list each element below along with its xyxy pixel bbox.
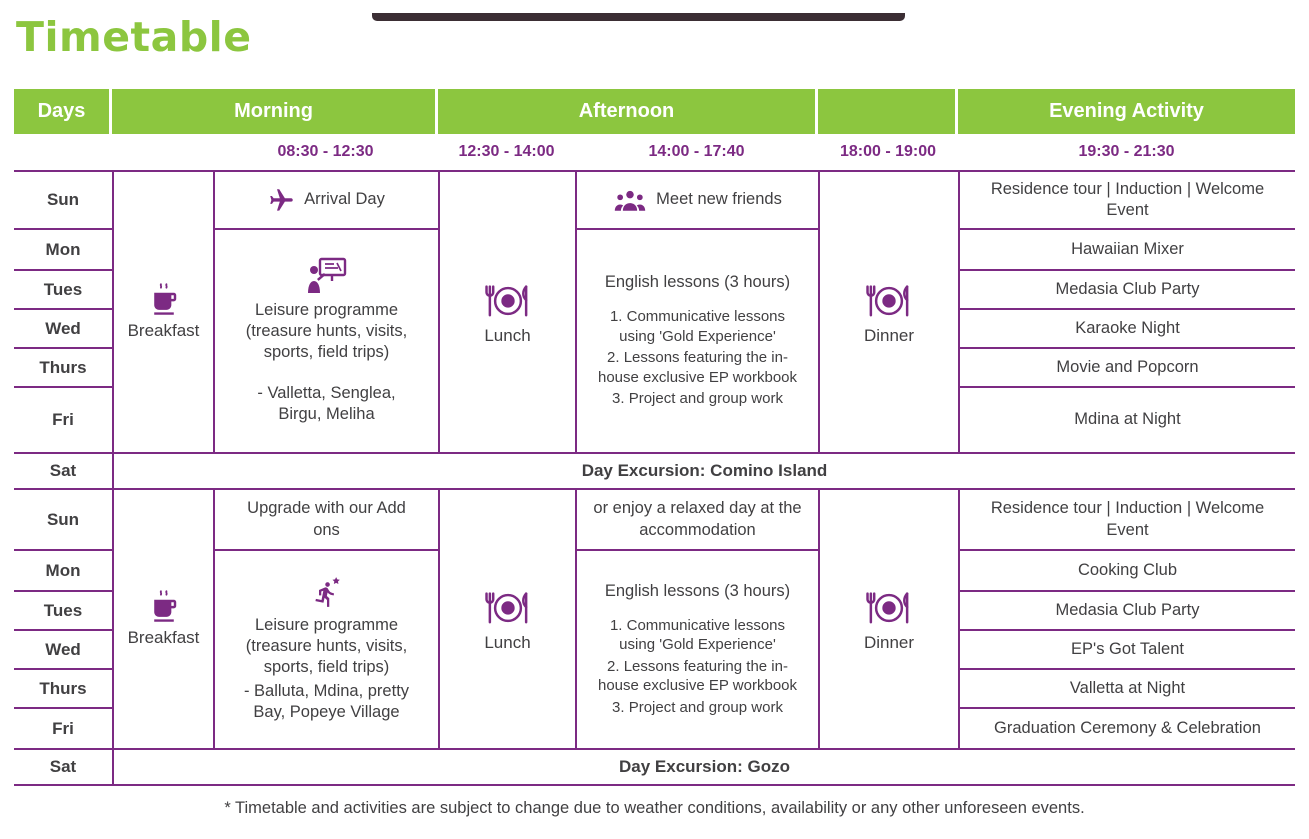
evening-activity-week1-tues: Medasia Club Party: [958, 271, 1295, 310]
lunch-label: Lunch: [484, 325, 531, 345]
day-label-week1-sun: Sun: [14, 172, 112, 230]
cropped-header-artifact: [372, 13, 905, 21]
lessons-title: English lessons (3 hours): [604, 273, 791, 292]
day-label-week1-sat: Sat: [14, 452, 112, 490]
english-lessons-cell-week1: English lessons (3 hours) 1. Communicati…: [575, 230, 818, 452]
time-lunch: 12:30 - 14:00: [438, 134, 575, 172]
timetable: Days Morning Afternoon Evening Activity …: [14, 89, 1309, 786]
dinner-label: Dinner: [863, 632, 915, 652]
leisure-programme-text: Leisure programme (treasure hunts, visit…: [245, 615, 408, 676]
evening-activity-week2-wed: EP's Got Talent: [958, 631, 1295, 670]
dinner-cell-week1: Dinner: [818, 172, 958, 452]
column-header-afternoon: Afternoon: [438, 89, 818, 134]
day-label-week1-fri: Fri: [52, 410, 74, 429]
time-spacer-breakfast: [112, 134, 213, 172]
coffee-cup-icon: [153, 283, 176, 315]
time-morning: 08:30 - 12:30: [213, 134, 438, 172]
footnote: * Timetable and activities are subject t…: [224, 799, 1085, 817]
lessons-title: English lessons (3 hours): [604, 581, 791, 600]
coffee-cup-icon: [153, 590, 176, 622]
breakfast-cell-week2: Breakfast: [112, 490, 213, 748]
morning-weekdays-cell-week1: Leisure programme (treasure hunts, visit…: [213, 230, 438, 452]
time-spacer-days: [14, 134, 112, 172]
time-evening: 19:30 - 21:30: [958, 134, 1295, 172]
relaxed-day-text: or enjoy a relaxed day at the accommodat…: [593, 499, 802, 539]
evening-activity-week1-sun: Residence tour | Induction | Welcome Eve…: [958, 172, 1295, 230]
column-header-morning: Morning: [112, 89, 438, 134]
meet-friends-label: Meet new friends: [656, 190, 782, 209]
day-label-week1-mon: Mon: [14, 230, 112, 271]
upgrade-addons-text: Upgrade with our Add ons: [247, 499, 406, 539]
time-dinner: 18:00 - 19:00: [818, 134, 958, 172]
time-afternoon: 14:00 - 17:40: [575, 134, 818, 172]
evening-activity-week2-fri: Graduation Ceremony & Celebration: [958, 709, 1295, 748]
column-header-dinner-spacer: [818, 89, 958, 134]
arrival-day-row: Arrival Day: [268, 187, 385, 214]
page-title: Timetable: [16, 13, 252, 61]
plane-icon: [270, 188, 293, 211]
plate-cutlery-icon: [866, 591, 909, 624]
morning-weekdays-cell-week2: Leisure programme (treasure hunts, visit…: [213, 551, 438, 748]
breakfast-cell-week1: Breakfast: [112, 172, 213, 452]
evening-activity-week2-mon: Cooking Club: [958, 551, 1295, 592]
meet-friends-row: Meet new friends: [613, 189, 782, 211]
day-label-week1-tues: Tues: [14, 271, 112, 310]
dinner-label: Dinner: [863, 325, 915, 345]
lunch-cell-week2: Lunch: [438, 490, 575, 748]
column-header-evening: Evening Activity: [958, 89, 1295, 134]
evening-activity-week2-tues: Medasia Club Party: [958, 592, 1295, 631]
morning-sunday-cell-week2: Upgrade with our Add ons: [213, 490, 438, 551]
evening-activity-week2-sun: Residence tour | Induction | Welcome Eve…: [958, 490, 1295, 551]
dinner-cell-week2: Dinner: [818, 490, 958, 748]
lesson-item-3: 3. Project and group work: [612, 698, 783, 716]
lesson-item-2: 2. Lessons featuring the in-house exclus…: [598, 349, 797, 386]
evening-activity-week1-fri: Mdina at Night: [958, 388, 1295, 452]
people-group-icon: [614, 190, 646, 211]
arrival-day-label: Arrival Day: [304, 190, 385, 209]
morning-sunday-cell-week1: Arrival Day: [213, 172, 438, 230]
plate-cutlery-icon: [484, 591, 527, 624]
lesson-item-1: 1. Communicative lessons using 'Gold Exp…: [609, 308, 786, 345]
evening-activity-week2-thurs: Valletta at Night: [958, 670, 1295, 709]
evening-activity-week1-thurs: Movie and Popcorn: [958, 349, 1295, 388]
afternoon-sunday-cell-week1: Meet new friends: [575, 172, 818, 230]
day-label-week1-thurs: Thurs: [14, 349, 112, 388]
day-label-week2-tues: Tues: [14, 592, 112, 631]
day-label-week2-sat: Sat: [14, 748, 112, 786]
lunch-label: Lunch: [484, 632, 531, 652]
plate-cutlery-icon: [484, 284, 527, 317]
presenter-whiteboard-icon: [307, 257, 346, 293]
day-label-week2-wed: Wed: [14, 631, 112, 670]
leisure-locations-text: - Balluta, Mdina, pretty Bay, Popeye Vil…: [243, 682, 410, 722]
lesson-item-3: 3. Project and group work: [612, 390, 783, 408]
lunch-cell-week1: Lunch: [438, 172, 575, 452]
leisure-locations-text: - Valletta, Senglea, Birgu, Meliha: [257, 384, 396, 424]
breakfast-label: Breakfast: [127, 628, 200, 647]
excursion-week1: Day Excursion: Comino Island: [112, 452, 1295, 490]
evening-activity-week1-mon: Hawaiian Mixer: [958, 230, 1295, 271]
afternoon-sunday-cell-week2: or enjoy a relaxed day at the accommodat…: [575, 490, 818, 551]
day-label-week2-thurs: Thurs: [14, 670, 112, 709]
dancing-person-star-icon: [314, 576, 340, 607]
evening-activity-week1-wed: Karaoke Night: [958, 310, 1295, 349]
breakfast-label: Breakfast: [127, 321, 200, 340]
day-label-week2-sun: Sun: [14, 490, 112, 551]
leisure-programme-text: Leisure programme (treasure hunts, visit…: [245, 300, 408, 361]
day-label-week2-mon: Mon: [14, 551, 112, 592]
column-header-days: Days: [14, 89, 112, 134]
english-lessons-cell-week2: English lessons (3 hours) 1. Communicati…: [575, 551, 818, 748]
lesson-item-1: 1. Communicative lessons using 'Gold Exp…: [609, 616, 786, 654]
day-label-week2-fri: Fri: [52, 718, 74, 738]
lesson-item-2: 2. Lessons featuring the in-house exclus…: [598, 657, 797, 695]
excursion-week2: Day Excursion: Gozo: [112, 748, 1295, 786]
plate-cutlery-icon: [866, 284, 909, 317]
day-label-week1-wed: Wed: [14, 310, 112, 349]
